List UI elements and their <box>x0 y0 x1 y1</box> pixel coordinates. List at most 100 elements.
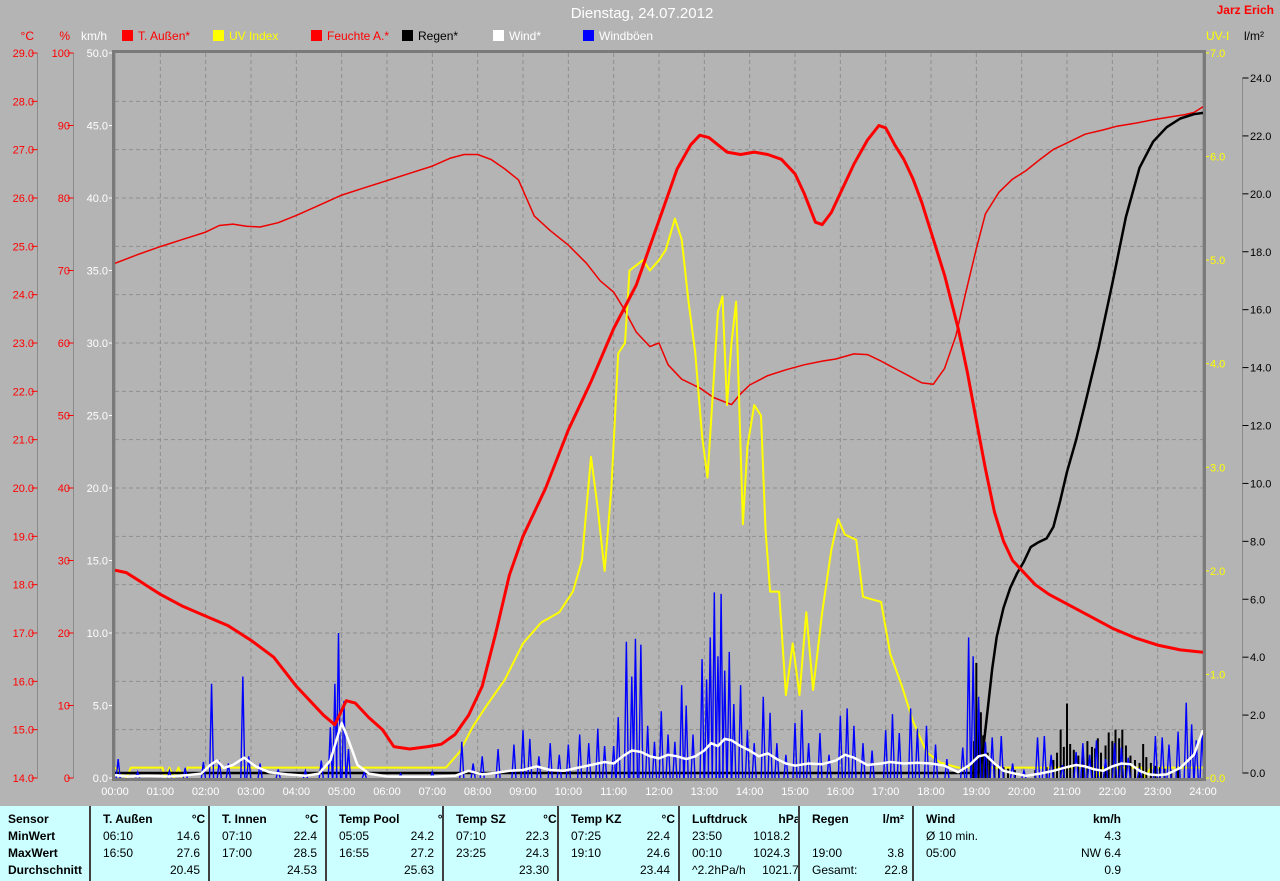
chart-series-windb-en <box>1034 737 1041 778</box>
chart-series-windb-en <box>240 676 246 778</box>
chart-series-windb-en <box>615 717 621 778</box>
chart-series-windb-en <box>1159 737 1165 778</box>
x-tick-label: 05:00 <box>328 786 356 798</box>
legend-label: Windböen <box>599 29 653 43</box>
x-tick-label: 19:00 <box>963 786 991 798</box>
legend-label: UV Index <box>229 29 278 43</box>
chart-series-windb-en <box>975 696 982 778</box>
table-cell: 20.45 <box>169 862 200 877</box>
table-cell: 22.4 <box>293 828 317 843</box>
x-tick-label: 20:00 <box>1008 786 1036 798</box>
y-tick-label: 20.0 <box>1250 189 1271 201</box>
axis-unit-uv: UV-I <box>1206 29 1229 43</box>
chart-series-windb-en <box>672 741 678 778</box>
y-tick-label: 24.0 <box>13 290 34 302</box>
x-tick-label: 24:00 <box>1189 786 1217 798</box>
chart-series-feuchte-a- <box>115 106 1203 406</box>
table-cell: 07:10 <box>456 828 487 843</box>
axis-unit-rain: l/m² <box>1244 29 1264 43</box>
chart-series-windb-en <box>225 763 232 778</box>
y-tick-label: 30.0 <box>87 338 108 350</box>
y-tick-label: 15.0 <box>87 556 108 568</box>
chart-series-windb-en <box>1093 740 1100 778</box>
y-tick-label: 4.0 <box>1210 359 1225 371</box>
chart-series-windb-en <box>345 748 352 778</box>
y-tick-label: 10.0 <box>1250 478 1271 490</box>
table-sensor-column: Temp SZ °C 07:10 22.3 23:25 24.3 23.30 <box>442 806 557 881</box>
sensor-stats-table: Sensor MinWert MaxWert Durchschnitt T. Außen… <box>0 806 1280 881</box>
table-sensor-column: T. Innen °C 07:10 22.4 17:00 28.5 24.53 <box>208 806 325 881</box>
y-tick-label: 25.0 <box>87 411 108 423</box>
x-tick-label: 10:00 <box>555 786 583 798</box>
chart-series-windb-en <box>638 644 644 778</box>
y-tick-label: 7.0 <box>1210 48 1225 60</box>
chart-series-windb-en <box>826 754 832 778</box>
chart-series <box>115 106 1203 778</box>
table-row-label: Sensor <box>8 811 49 826</box>
chart-series-windb-en <box>869 750 875 778</box>
table-cell: 24.2 <box>410 828 434 843</box>
chart-series-windb-en <box>595 728 601 778</box>
chart-gridlines <box>115 53 1203 778</box>
table-cell: 25.63 <box>403 862 434 877</box>
x-tick-label: 21:00 <box>1053 786 1081 798</box>
y-tick-label: 16.0 <box>13 676 34 688</box>
chart-series-windb-en <box>844 708 850 778</box>
plot-frame <box>112 50 1206 781</box>
table-cell: 07:10 <box>222 828 253 843</box>
y-tick-label: 3.0 <box>1210 462 1225 474</box>
y-tick-label: 2.0 <box>1250 710 1265 722</box>
y-tick-label: 18.0 <box>13 580 34 592</box>
chart-series-windb-en <box>547 743 553 778</box>
legend-item: Windböen <box>583 29 653 43</box>
chart-series-windb-en <box>744 730 751 778</box>
chart-series-windb-en <box>678 685 685 778</box>
chart-series-windb-en <box>896 732 902 778</box>
y-tick-label: 5.0 <box>93 701 108 713</box>
table-cell: 07:25 <box>571 828 602 843</box>
y-tick-label: 24.0 <box>1250 73 1271 85</box>
chart-series-windb-en <box>965 637 972 778</box>
legend-label: Wind* <box>509 29 541 43</box>
axis-unit-humidity: % <box>59 29 70 43</box>
table-cell: Regen <box>812 811 849 826</box>
y-tick-label: 100 <box>52 48 70 60</box>
chart-series-windb-en <box>851 725 857 778</box>
y-tick-label: 6.0 <box>1250 594 1265 606</box>
chart-series-windb-en <box>718 593 724 778</box>
y-tick-label: 12.0 <box>1250 421 1271 433</box>
chart-series-windb-en <box>1152 735 1159 778</box>
y-tick-label: 18.0 <box>1250 247 1271 259</box>
chart-series-windb-en <box>246 756 252 778</box>
y-tick-label: 20 <box>58 628 70 640</box>
y-tick-label: 14.0 <box>13 773 34 785</box>
chart-series-t-au-en <box>115 124 1203 751</box>
chart-legend: T. Außen* UV Index Feuchte A.* Regen* Wind* W… <box>122 29 653 43</box>
y-tick-label: 5.0 <box>1210 255 1225 267</box>
x-tick-label: 04:00 <box>283 786 311 798</box>
legend-swatch <box>583 30 594 41</box>
chart-series-windb-en <box>208 683 215 778</box>
x-tick-label: 12:00 <box>645 786 673 798</box>
chart-series-windb-en <box>989 737 995 778</box>
legend-item: UV Index <box>213 29 278 43</box>
y-tick-label: 4.0 <box>1250 652 1265 664</box>
chart-series-windb-en <box>944 759 950 778</box>
legend-label: Regen* <box>418 29 458 43</box>
chart-series-windb-en <box>1136 767 1143 778</box>
x-tick-label: 17:00 <box>872 786 900 798</box>
y-tick-label: 21.0 <box>13 435 34 447</box>
x-tick-label: 08:00 <box>464 786 492 798</box>
chart-series-windb-en <box>1183 702 1189 778</box>
table-cell: Ø 10 min. <box>926 828 979 843</box>
y-tick-label: 20.0 <box>13 483 34 495</box>
y-tick-label: 0.0 <box>1250 768 1265 780</box>
y-tick-label: 8.0 <box>1250 536 1265 548</box>
chart-series-windb-en <box>335 632 342 778</box>
y-tick-label: 0.0 <box>93 773 108 785</box>
y-tick-label: 10.0 <box>87 628 108 640</box>
y-tick-label: 0 <box>64 773 70 785</box>
chart-series-windb-en <box>565 744 572 778</box>
x-tick-label: 11:00 <box>600 786 627 798</box>
x-tick-label: 13:00 <box>691 786 719 798</box>
